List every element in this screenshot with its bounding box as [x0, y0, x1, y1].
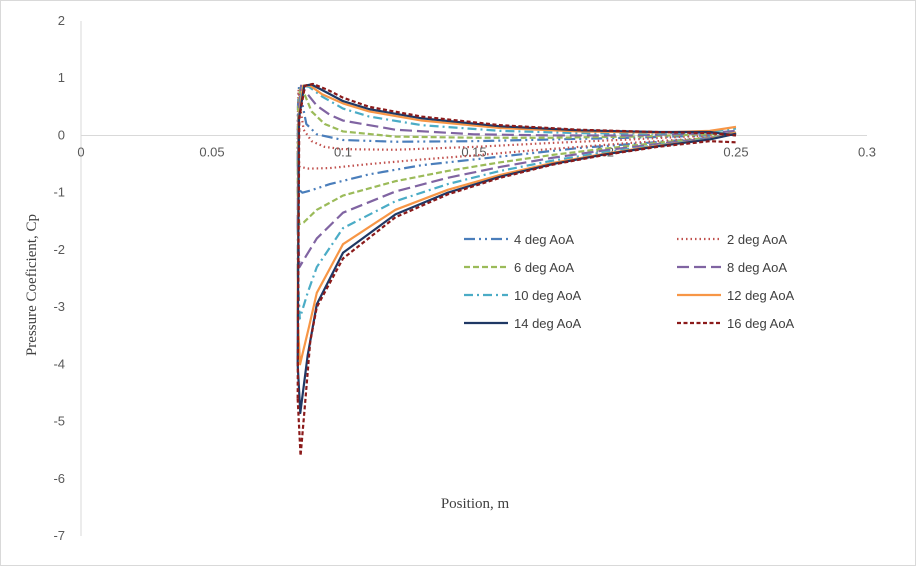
y-tick-label: 2	[58, 13, 65, 28]
x-tick-label: 0.25	[723, 144, 748, 159]
series-line-16-deg-aoa-upper	[296, 140, 737, 457]
series-line-4-deg-aoa-upper	[296, 131, 737, 194]
legend-label-6-deg-aoa: 6 deg AoA	[514, 260, 574, 275]
y-tick-label: -3	[53, 299, 65, 314]
legend-label-10-deg-aoa: 10 deg AoA	[514, 288, 582, 303]
series-line-8-deg-aoa-upper	[296, 131, 737, 269]
y-tick-label: 0	[58, 127, 65, 142]
series-line-12-deg-aoa-lower	[296, 84, 737, 319]
y-tick-label: -2	[53, 242, 65, 257]
series-line-8-deg-aoa-lower	[296, 84, 737, 228]
x-tick-label: 0.1	[334, 144, 352, 159]
legend-label-8-deg-aoa: 8 deg AoA	[727, 260, 787, 275]
series-line-6-deg-aoa-lower	[296, 84, 737, 193]
legend-label-4-deg-aoa: 4 deg AoA	[514, 232, 574, 247]
y-tick-label: -7	[53, 528, 65, 543]
series-line-10-deg-aoa-lower	[296, 84, 737, 273]
legend-label-14-deg-aoa: 14 deg AoA	[514, 316, 582, 331]
series-line-16-deg-aoa-lower	[296, 82, 737, 399]
y-tick-label: -6	[53, 471, 65, 486]
y-tick-label: -4	[53, 356, 65, 371]
series-line-2-deg-aoa-upper	[296, 131, 737, 170]
series-line-10-deg-aoa-upper	[296, 131, 737, 320]
x-tick-label: 0	[77, 144, 84, 159]
series-line-4-deg-aoa-lower	[296, 85, 737, 165]
x-tick-label: 0.05	[199, 144, 224, 159]
x-tick-label: 0.3	[858, 144, 876, 159]
legend-label-12-deg-aoa: 12 deg AoA	[727, 288, 795, 303]
series-line-6-deg-aoa-upper	[296, 131, 737, 226]
y-tick-label: -5	[53, 414, 65, 429]
x-axis-title: Position, m	[441, 496, 510, 512]
legend-label-16-deg-aoa: 16 deg AoA	[727, 316, 795, 331]
legend-label-2-deg-aoa: 2 deg AoA	[727, 232, 787, 247]
y-tick-label: 1	[58, 70, 65, 85]
y-axis-title: Pressure Coeficient, Cp	[24, 214, 40, 356]
y-tick-label: -1	[53, 185, 65, 200]
